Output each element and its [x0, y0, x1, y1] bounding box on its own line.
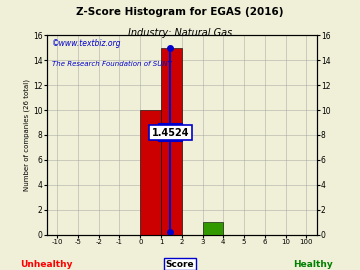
Text: Industry: Natural Gas: Industry: Natural Gas — [128, 28, 232, 38]
Text: Unhealthy: Unhealthy — [21, 260, 73, 269]
Text: Z-Score Histogram for EGAS (2016): Z-Score Histogram for EGAS (2016) — [76, 7, 284, 17]
Text: Score: Score — [166, 260, 194, 269]
Text: Healthy: Healthy — [293, 260, 333, 269]
Text: ©www.textbiz.org: ©www.textbiz.org — [52, 39, 122, 48]
Bar — [161, 48, 182, 235]
Text: 1.4524: 1.4524 — [152, 127, 189, 137]
Bar — [140, 110, 161, 235]
Bar — [203, 222, 223, 235]
Y-axis label: Number of companies (26 total): Number of companies (26 total) — [24, 79, 30, 191]
Text: The Research Foundation of SUNY: The Research Foundation of SUNY — [52, 61, 172, 67]
